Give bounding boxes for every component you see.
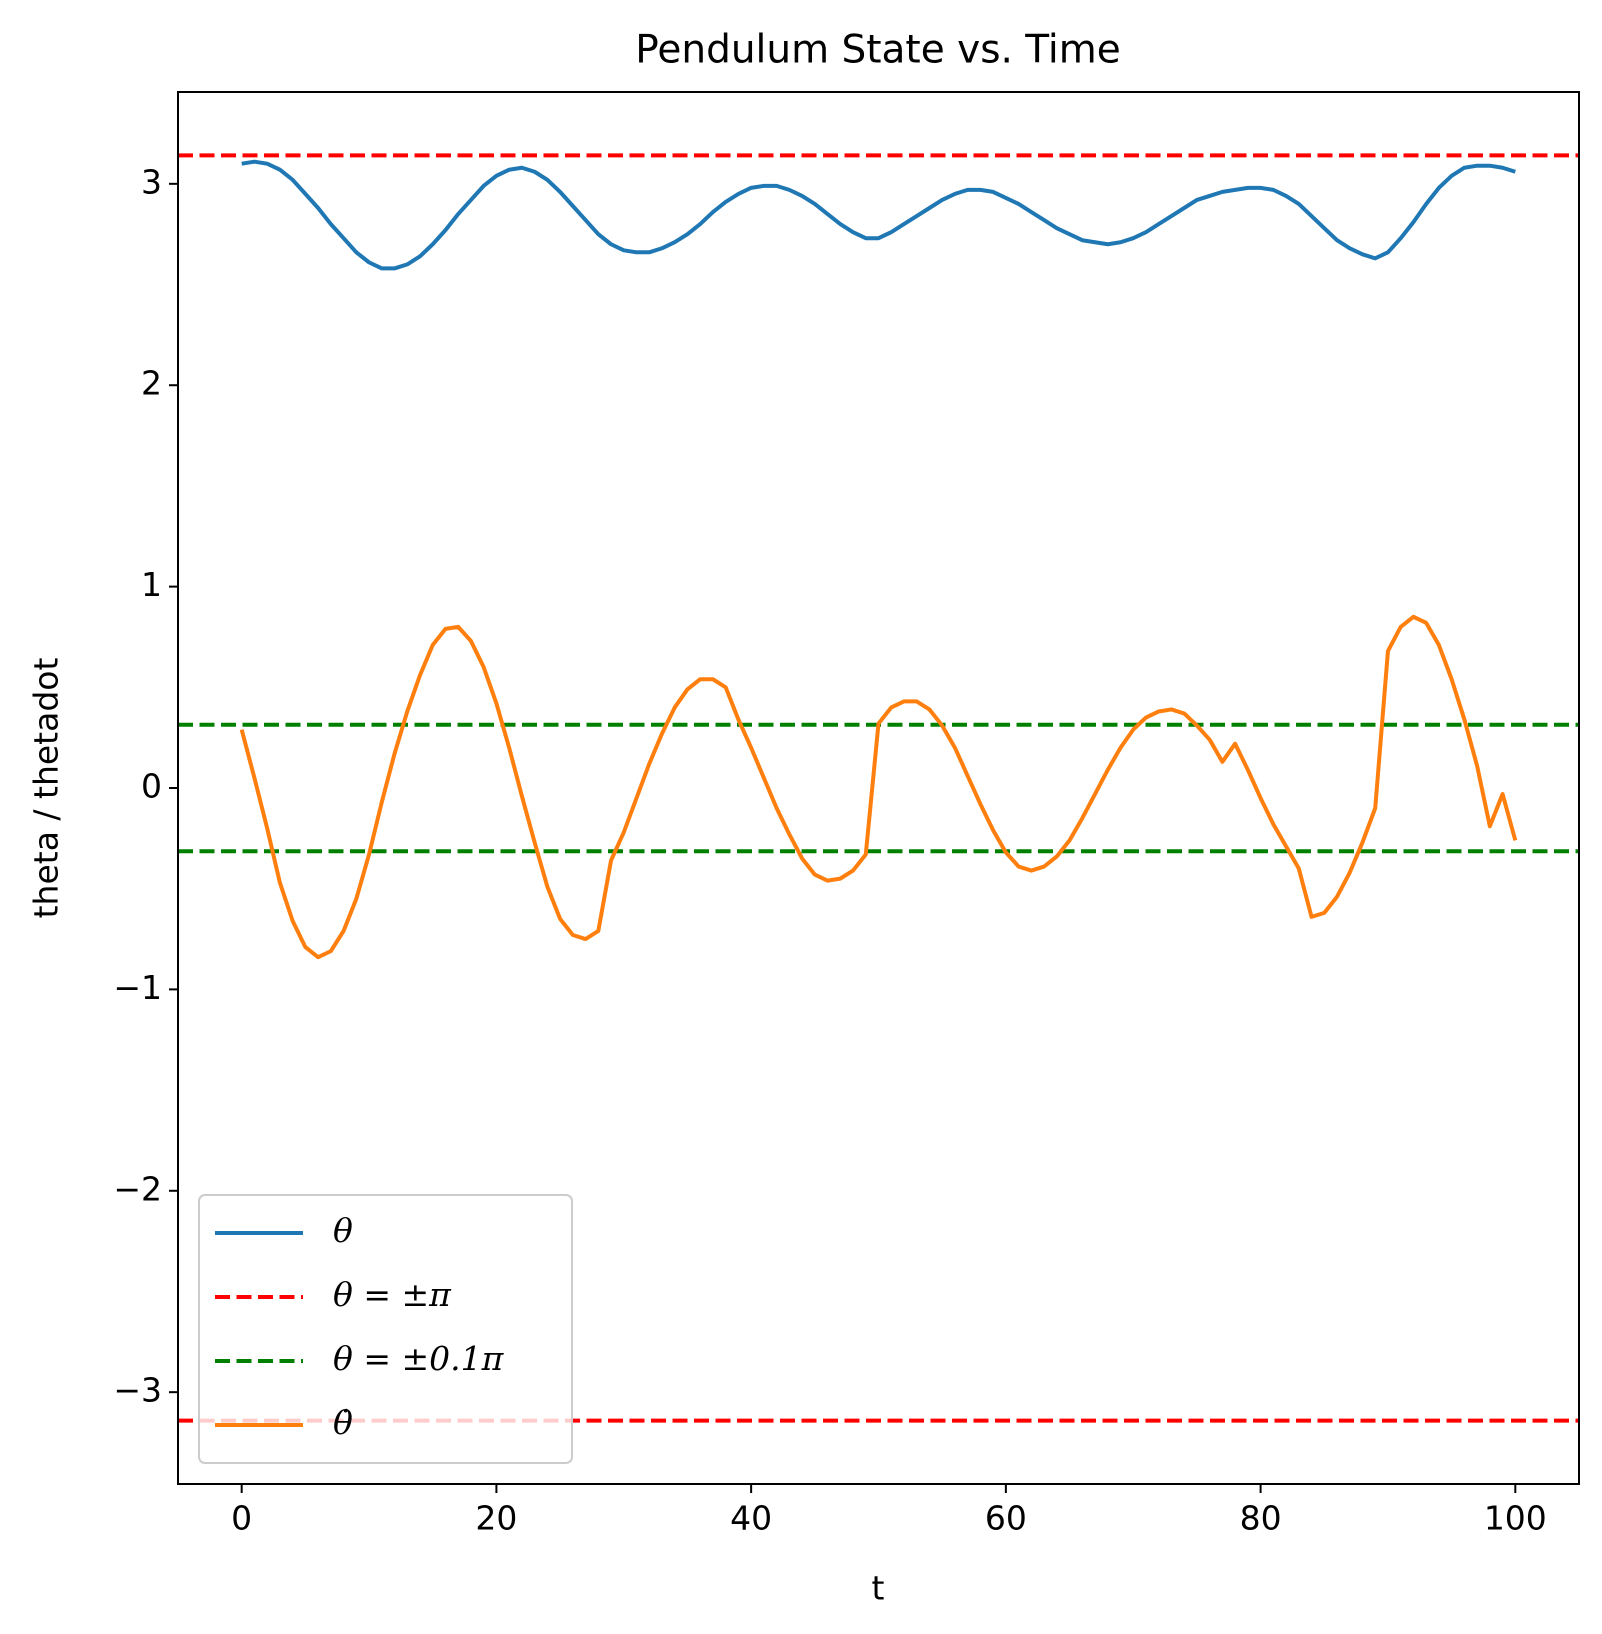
x-tick-label: 60 <box>985 1499 1027 1538</box>
y-tick-label: −2 <box>113 1169 162 1208</box>
x-tick-label: 20 <box>475 1499 517 1538</box>
x-tick-label: 80 <box>1240 1499 1282 1538</box>
legend-label: θ = ±π <box>333 1275 452 1314</box>
y-tick-label: −3 <box>113 1371 162 1410</box>
y-tick-label: 1 <box>141 565 162 604</box>
x-axis-label: t <box>872 1569 885 1608</box>
plot-frame <box>177 91 1580 1485</box>
data-line <box>241 159 1516 271</box>
legend-label: θ = ±0.1π <box>333 1339 505 1378</box>
x-tick-label: 0 <box>231 1499 252 1538</box>
x-tick-label: 100 <box>1484 1499 1547 1538</box>
plot-area <box>178 153 1579 1423</box>
data-line <box>239 614 1518 960</box>
legend-box <box>198 1194 573 1464</box>
legend-label: θ <box>333 1211 353 1250</box>
x-tick-label: 40 <box>730 1499 772 1538</box>
y-tick-label: 2 <box>141 364 162 403</box>
y-tick-label: −1 <box>113 968 162 1007</box>
y-tick-label: 3 <box>141 162 162 201</box>
chart-title: Pendulum State vs. Time <box>635 28 1121 73</box>
y-axis-label: theta / thetadot <box>27 658 66 919</box>
y-tick-label: 0 <box>141 767 162 806</box>
legend-label: θ̇ <box>333 1403 353 1442</box>
